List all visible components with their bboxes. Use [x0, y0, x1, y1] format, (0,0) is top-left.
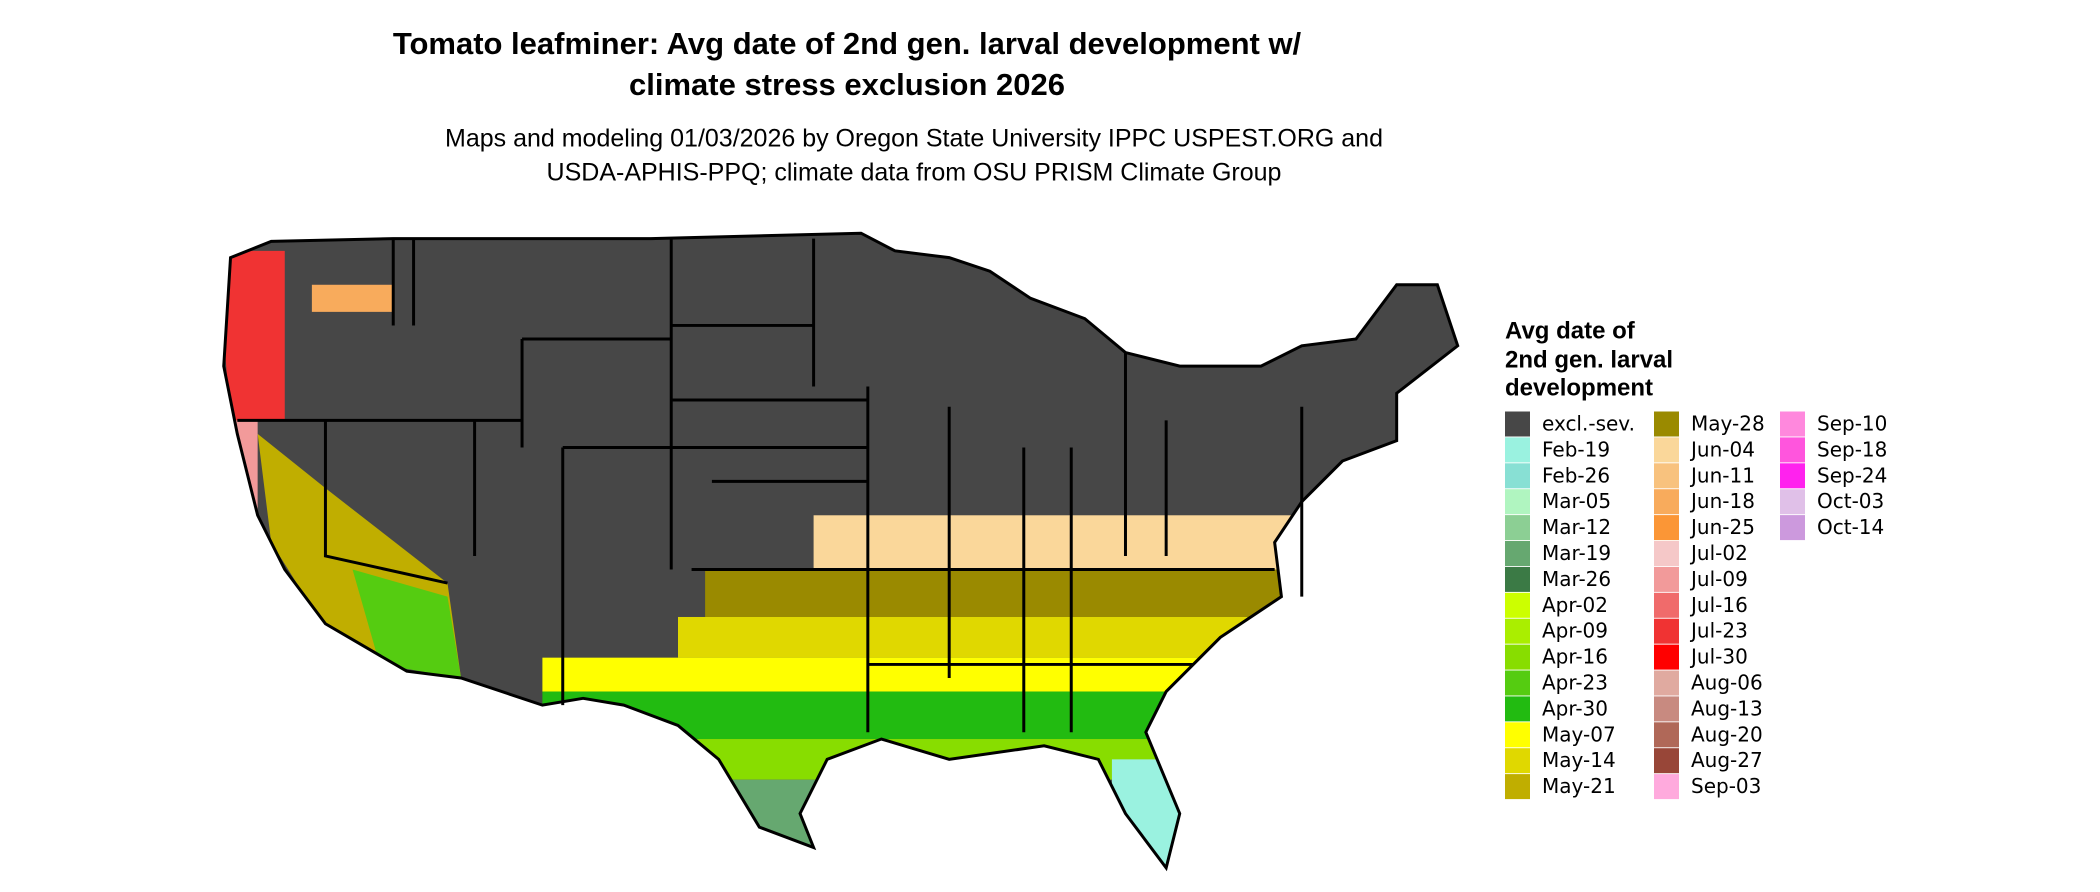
legend-swatch [1505, 463, 1530, 489]
legend-label: excl.-sev. [1542, 412, 1635, 436]
legend: Avg date of 2nd gen. larval development … [1505, 317, 1887, 800]
legend-label: Sep-03 [1691, 774, 1761, 798]
legend-label: Mar-12 [1542, 515, 1611, 539]
legend-swatch [1505, 411, 1530, 437]
legend-swatch [1654, 515, 1679, 541]
title: Tomato leafminer: Avg date of 2nd gen. l… [393, 26, 1302, 61]
legend-label: Apr-09 [1542, 619, 1608, 643]
legend-swatch [1505, 670, 1530, 696]
subtitle: Maps and modeling 01/03/2026 by Oregon S… [445, 125, 1383, 153]
legend-label: Apr-30 [1542, 696, 1608, 720]
legend-label: Aug-27 [1691, 748, 1763, 772]
legend-swatch [1505, 437, 1530, 463]
legend-label: Jul-02 [1689, 541, 1748, 565]
legend-swatch [1780, 411, 1805, 437]
legend-label: Oct-03 [1817, 489, 1884, 513]
legend-swatch [1780, 463, 1805, 489]
legend-swatch [1505, 722, 1530, 748]
legend-title: Avg date of [1505, 317, 1636, 344]
legend-label: Jul-30 [1689, 645, 1748, 669]
legend-swatch [1505, 644, 1530, 670]
legend-label: Feb-19 [1542, 437, 1610, 461]
legend-label: Aug-06 [1691, 671, 1763, 695]
legend-label: May-14 [1542, 748, 1616, 772]
legend-label: Apr-23 [1542, 671, 1608, 695]
legend-label: May-07 [1542, 722, 1616, 746]
legend-swatch [1505, 774, 1530, 800]
legend-label: Jun-04 [1689, 437, 1755, 461]
legend-label: Mar-26 [1542, 567, 1611, 591]
subtitle: USDA-APHIS-PPQ; climate data from OSU PR… [547, 159, 1282, 187]
legend-swatch [1654, 618, 1679, 644]
legend-label: Aug-20 [1691, 722, 1763, 746]
legend-label: Jun-18 [1689, 489, 1755, 513]
legend-label: Oct-14 [1817, 515, 1884, 539]
legend-swatch [1654, 722, 1679, 748]
legend-label: Mar-19 [1542, 541, 1611, 565]
legend-label: Jun-11 [1689, 463, 1755, 487]
legend-swatch [1505, 566, 1530, 592]
legend-swatch [1505, 592, 1530, 618]
legend-label: Sep-24 [1817, 463, 1887, 487]
legend-swatch [1505, 515, 1530, 541]
legend-swatch [1505, 748, 1530, 774]
legend-swatch [1654, 437, 1679, 463]
legend-swatch [1654, 463, 1679, 489]
us-map [222, 231, 1460, 872]
legend-label: Sep-18 [1817, 437, 1887, 461]
legend-swatch [1654, 411, 1679, 437]
legend-label: Feb-26 [1542, 463, 1610, 487]
legend-swatch [1654, 748, 1679, 774]
legend-swatch [1505, 696, 1530, 722]
legend-label: Apr-02 [1542, 593, 1608, 617]
legend-swatch [1654, 696, 1679, 722]
legend-swatch [1505, 489, 1530, 515]
legend-label: May-21 [1542, 774, 1616, 798]
legend-swatch [1654, 489, 1679, 515]
legend-label: Jul-16 [1689, 593, 1748, 617]
legend-label: Mar-05 [1542, 489, 1611, 513]
legend-swatch [1780, 437, 1805, 463]
legend-label: Aug-13 [1691, 696, 1763, 720]
legend-swatch [1654, 774, 1679, 800]
legend-label: Jul-23 [1689, 619, 1748, 643]
legend-label: Sep-10 [1817, 412, 1887, 436]
legend-label: May-28 [1691, 412, 1765, 436]
legend-title: 2nd gen. larval [1505, 346, 1673, 373]
legend-swatch [1505, 618, 1530, 644]
legend-swatch [1654, 592, 1679, 618]
legend-label: Jul-09 [1689, 567, 1748, 591]
legend-swatch [1780, 515, 1805, 541]
legend-label: Jun-25 [1689, 515, 1755, 539]
legend-title: development [1505, 374, 1653, 401]
legend-swatch [1654, 541, 1679, 566]
legend-label: Apr-16 [1542, 645, 1608, 669]
legend-swatch [1654, 644, 1679, 670]
legend-swatch [1654, 670, 1679, 696]
title: climate stress exclusion 2026 [629, 67, 1065, 102]
legend-swatch [1654, 566, 1679, 592]
legend-swatch [1780, 489, 1805, 515]
legend-swatch [1505, 541, 1530, 566]
